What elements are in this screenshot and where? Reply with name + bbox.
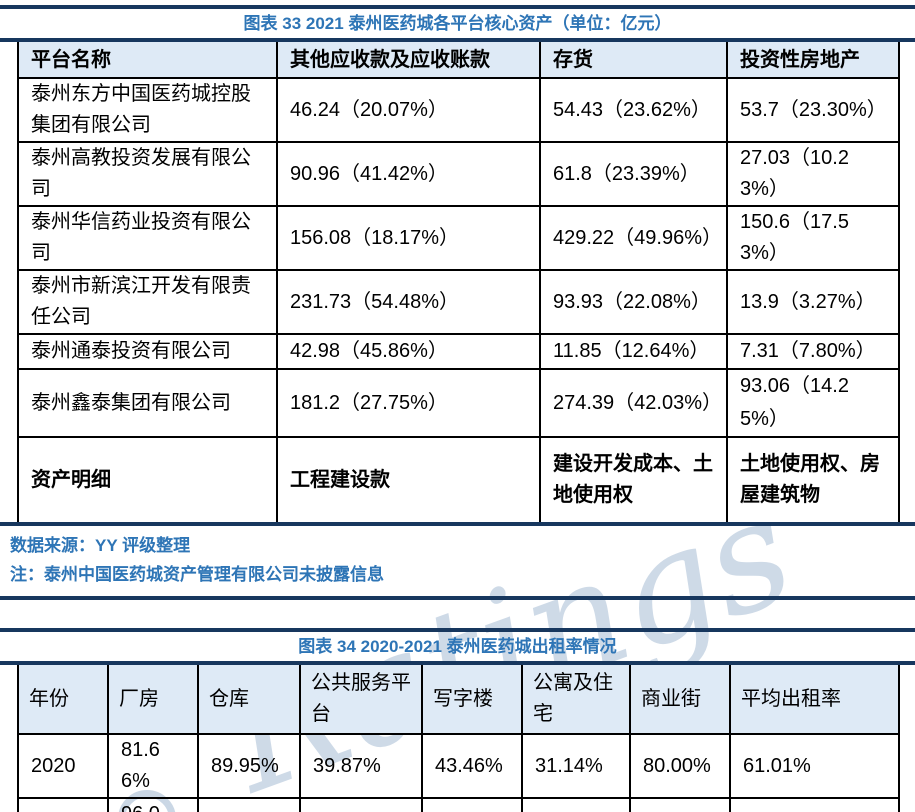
company-cell: 泰州高教投资发展有限公司: [17, 141, 278, 207]
value-cell: 156.08（18.17%）: [276, 205, 541, 271]
rate-cell: 31.14%: [521, 733, 631, 799]
rate-cell: 81.66%: [107, 733, 199, 799]
value-cell: 46.24（20.07%）: [276, 77, 541, 143]
header-cell-commercial: 商业街: [629, 665, 731, 735]
table-row: 泰州鑫泰集团有限公司 181.2（27.75%） 274.39（42.03%） …: [17, 368, 900, 438]
rate-cell: 80.00%: [629, 733, 731, 799]
footer-cell: 土地使用权、房屋建筑物: [726, 436, 900, 522]
footer-cell: 建设开发成本、土地使用权: [539, 436, 728, 522]
rate-cell: 61.01%: [729, 733, 900, 799]
footer-cell: 工程建设款: [276, 436, 541, 522]
value-cell: 93.06（14.25%）: [726, 368, 900, 438]
table-row: 泰州华信药业投资有限公司 156.08（18.17%） 429.22（49.96…: [17, 205, 900, 271]
company-cell: 泰州华信药业投资有限公司: [17, 205, 278, 271]
table-header-row: 平台名称 其他应收款及应收账款 存货 投资性房地产: [17, 42, 900, 79]
section-divider: [0, 596, 915, 600]
core-assets-table: 平台名称 其他应收款及应收账款 存货 投资性房地产 泰州东方中国医药城控股集团有…: [17, 42, 900, 522]
header-cell-year: 年份: [17, 665, 109, 735]
figure-33-title: 图表 33 2021 泰州医药城各平台核心资产（单位：亿元）: [243, 14, 672, 33]
header-cell-receivables: 其他应收款及应收账款: [276, 42, 541, 79]
section-divider: [0, 5, 915, 9]
section-gap: [0, 600, 915, 628]
rate-cell: 89.95%: [197, 733, 301, 799]
rate-cell: 64.27%: [421, 797, 523, 812]
rate-cell: 66.09%: [729, 797, 900, 812]
rate-cell: 52.90%: [521, 797, 631, 812]
table-row: 泰州市新滨江开发有限责任公司 231.73（54.48%） 93.93（22.0…: [17, 269, 900, 335]
value-cell: 429.22（49.96%）: [539, 205, 728, 271]
source-note: 数据来源：YY 评级整理: [10, 536, 191, 555]
occupancy-rate-table: 年份 厂房 仓库 公共服务平台 写字楼 公寓及住宅 商业街 平均出租率 2020…: [17, 665, 900, 812]
header-cell-public-service: 公共服务平台: [299, 665, 423, 735]
value-cell: 27.03（10.23%）: [726, 141, 900, 207]
rate-cell: 31.92%: [299, 797, 423, 812]
header-cell-platform: 平台名称: [17, 42, 278, 79]
header-cell-factory: 厂房: [107, 665, 199, 735]
table-row: 泰州高教投资发展有限公司 90.96（41.42%） 61.8（23.39%） …: [17, 141, 900, 207]
rate-cell: 39.87%: [299, 733, 423, 799]
value-cell: 231.73（54.48%）: [276, 269, 541, 335]
value-cell: 11.85（12.64%）: [539, 333, 728, 370]
section-divider: [0, 628, 915, 632]
asset-detail-row: 资产明细 工程建设款 建设开发成本、土地使用权 土地使用权、房屋建筑物: [17, 436, 900, 522]
figure-34-title: 图表 34 2020-2021 泰州医药城出租率情况: [298, 637, 617, 656]
header-cell-average: 平均出租率: [729, 665, 900, 735]
header-cell-apartment: 公寓及住宅: [521, 665, 631, 735]
value-cell: 150.6（17.53%）: [726, 205, 900, 271]
table-row: 泰州通泰投资有限公司 42.98（45.86%） 11.85（12.64%） 7…: [17, 333, 900, 370]
company-cell: 泰州通泰投资有限公司: [17, 333, 278, 370]
table-row: 泰州东方中国医药城控股集团有限公司 46.24（20.07%） 54.43（23…: [17, 77, 900, 143]
rate-cell: 43.46%: [421, 733, 523, 799]
table-row-2021: 2021 96.00% 85.38% 31.92% 64.27% 52.90% …: [17, 797, 900, 812]
value-cell: 274.39（42.03%）: [539, 368, 728, 438]
figure-33-notes: 数据来源：YY 评级整理 注：泰州中国医药城资产管理有限公司未披露信息: [0, 526, 915, 596]
value-cell: 13.9（3.27%）: [726, 269, 900, 335]
value-cell: 61.8（23.39%）: [539, 141, 728, 207]
header-cell-warehouse: 仓库: [197, 665, 301, 735]
year-cell: 2021: [17, 797, 109, 812]
header-cell-office: 写字楼: [421, 665, 523, 735]
rate-cell: 96.00%: [107, 797, 199, 812]
disclosure-note: 注：泰州中国医药城资产管理有限公司未披露信息: [10, 565, 384, 584]
company-cell: 泰州鑫泰集团有限公司: [17, 368, 278, 438]
section-divider: [0, 522, 915, 526]
section-divider: [0, 661, 915, 665]
company-cell: 泰州市新滨江开发有限责任公司: [17, 269, 278, 335]
rate-cell: 85.38%: [197, 797, 301, 812]
value-cell: 181.2（27.75%）: [276, 368, 541, 438]
value-cell: 7.31（7.80%）: [726, 333, 900, 370]
table-header-row: 年份 厂房 仓库 公共服务平台 写字楼 公寓及住宅 商业街 平均出租率: [17, 665, 900, 735]
table-row-2020: 2020 81.66% 89.95% 39.87% 43.46% 31.14% …: [17, 733, 900, 799]
section-divider: [0, 38, 915, 42]
rate-cell: 80.00%: [629, 797, 731, 812]
header-cell-investment-property: 投资性房地产: [726, 42, 900, 79]
value-cell: 53.7（23.30%）: [726, 77, 900, 143]
company-cell: 泰州东方中国医药城控股集团有限公司: [17, 77, 278, 143]
year-cell: 2020: [17, 733, 109, 799]
value-cell: 42.98（45.86%）: [276, 333, 541, 370]
value-cell: 90.96（41.42%）: [276, 141, 541, 207]
value-cell: 93.93（22.08%）: [539, 269, 728, 335]
header-cell-inventory: 存货: [539, 42, 728, 79]
footer-cell: 资产明细: [17, 436, 278, 522]
value-cell: 54.43（23.62%）: [539, 77, 728, 143]
